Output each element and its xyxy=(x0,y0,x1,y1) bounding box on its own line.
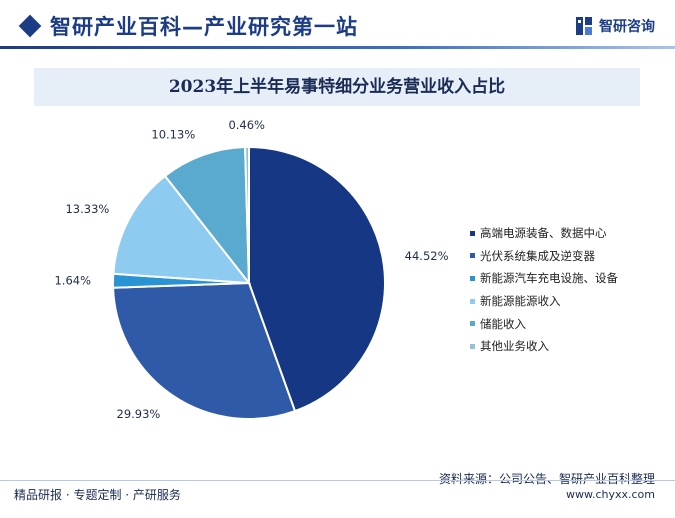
legend-item: 新能源能源收入 xyxy=(470,290,618,313)
chart-title: 2023年上半年易事特细分业务营业收入占比 xyxy=(168,77,506,97)
pie-slice xyxy=(112,174,252,285)
slice-label: 0.46% xyxy=(228,118,265,132)
legend-label: 其他业务收入 xyxy=(480,339,549,354)
slice-label: 13.33% xyxy=(65,202,109,216)
page-header: 智研产业百科—产业研究第一站 智研咨询 xyxy=(0,0,675,54)
legend-label: 新能源汽车充电设施、设备 xyxy=(480,271,618,286)
pie-slice xyxy=(244,145,250,284)
footer-tagline: 精品研报 · 专题定制 · 产研服务 xyxy=(14,488,181,502)
legend-item: 光伏系统集成及逆变器 xyxy=(470,245,618,268)
logo-text: 智研咨询 xyxy=(599,19,655,35)
chart-title-box: 2023年上半年易事特细分业务营业收入占比 xyxy=(34,68,640,106)
header-divider xyxy=(0,46,675,49)
footer-url: www.chyxx.com xyxy=(565,488,655,501)
legend-item: 其他业务收入 xyxy=(470,335,618,358)
page-footer: 资料来源：公司公告、智研产业百科整理 精品研报 · 专题定制 · 产研服务 ww… xyxy=(0,462,675,518)
zhiyan-logo-icon xyxy=(576,17,592,35)
legend-marker xyxy=(470,343,475,349)
legend-label: 储能收入 xyxy=(480,316,526,331)
pie-slice xyxy=(163,146,251,287)
legend-label: 新能源能源收入 xyxy=(480,294,561,309)
slice-label: 1.64% xyxy=(54,273,91,287)
legend-item: 储能收入 xyxy=(470,312,618,335)
slice-label: 44.52% xyxy=(405,249,449,263)
legend-item: 新能源汽车充电设施、设备 xyxy=(470,267,618,290)
slice-label: 29.93% xyxy=(117,407,161,421)
legend-label: 光伏系统集成及逆变器 xyxy=(480,248,595,263)
logo: 智研咨询 xyxy=(575,16,655,36)
legend-label: 高端电源装备、数据中心 xyxy=(480,226,607,241)
footer-source: 资料来源：公司公告、智研产业百科整理 xyxy=(438,472,655,486)
legend-marker xyxy=(470,298,475,304)
pie-slice xyxy=(112,281,297,420)
legend-marker xyxy=(470,275,475,281)
legend-marker xyxy=(470,253,475,259)
pie-slice xyxy=(248,145,386,413)
slice-label: 10.13% xyxy=(151,127,195,141)
legend-marker xyxy=(470,321,475,327)
legend-marker xyxy=(470,230,475,236)
site-title: 智研产业百科—产业研究第一站 xyxy=(50,15,358,39)
legend-item: 高端电源装备、数据中心 xyxy=(470,222,618,245)
chart-legend: 高端电源装备、数据中心 光伏系统集成及逆变器新能源汽车充电设施、设备 新能源能源收入… xyxy=(470,222,618,358)
footer-divider xyxy=(0,480,675,481)
